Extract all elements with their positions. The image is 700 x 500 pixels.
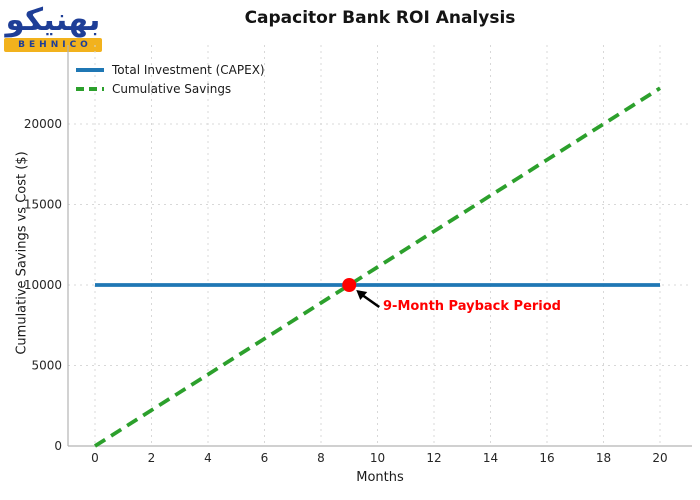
cumulative-savings-line [93,86,662,448]
payback-point-marker [342,278,357,292]
y-tick-label: 5000 [31,359,62,373]
x-tick-label: 8 [317,451,325,465]
x-tick-label: 16 [539,451,554,465]
legend-item-capex: Total Investment (CAPEX) [76,61,265,79]
capex-line-sample [76,68,104,72]
x-tick-label: 12 [426,451,441,465]
payback-annotation: 9-Month Payback Period [383,299,561,314]
y-tick-label: 15000 [24,198,62,212]
chart-title: Capacitor Bank ROI Analysis [244,8,516,28]
legend-item-savings: Cumulative Savings [76,80,265,98]
x-tick-label: 0 [91,451,99,465]
x-tick-label: 14 [483,451,498,465]
annotation-arrow-shaft [361,293,380,309]
logo-banner-text: BEHNICO [18,40,92,50]
legend-label-savings: Cumulative Savings [112,82,232,96]
x-tick-label: 20 [652,451,667,465]
legend-label-capex: Total Investment (CAPEX) [112,63,265,77]
y-tick-label: 0 [54,439,62,453]
behnico-logo: بهنیکو BEHNICO [4,2,102,52]
y-axis-label: Cumulative Savings vs Cost ($) [14,151,30,355]
x-tick-label: 4 [204,451,212,465]
logo-farsi-wordmark: بهنیکو [5,2,101,38]
x-axis-label: Months [356,470,404,485]
y-tick-label: 10000 [24,278,62,292]
logo-banner: BEHNICO [4,38,102,52]
chart-legend: Total Investment (CAPEX) Cumulative Savi… [76,61,265,99]
x-tick-label: 18 [596,451,611,465]
annotation-arrow-head [356,290,368,300]
x-tick-label: 2 [148,451,156,465]
y-tick-label: 20000 [24,117,62,131]
savings-line-sample [76,87,104,91]
x-tick-label: 10 [370,451,385,465]
x-tick-label: 6 [261,451,269,465]
